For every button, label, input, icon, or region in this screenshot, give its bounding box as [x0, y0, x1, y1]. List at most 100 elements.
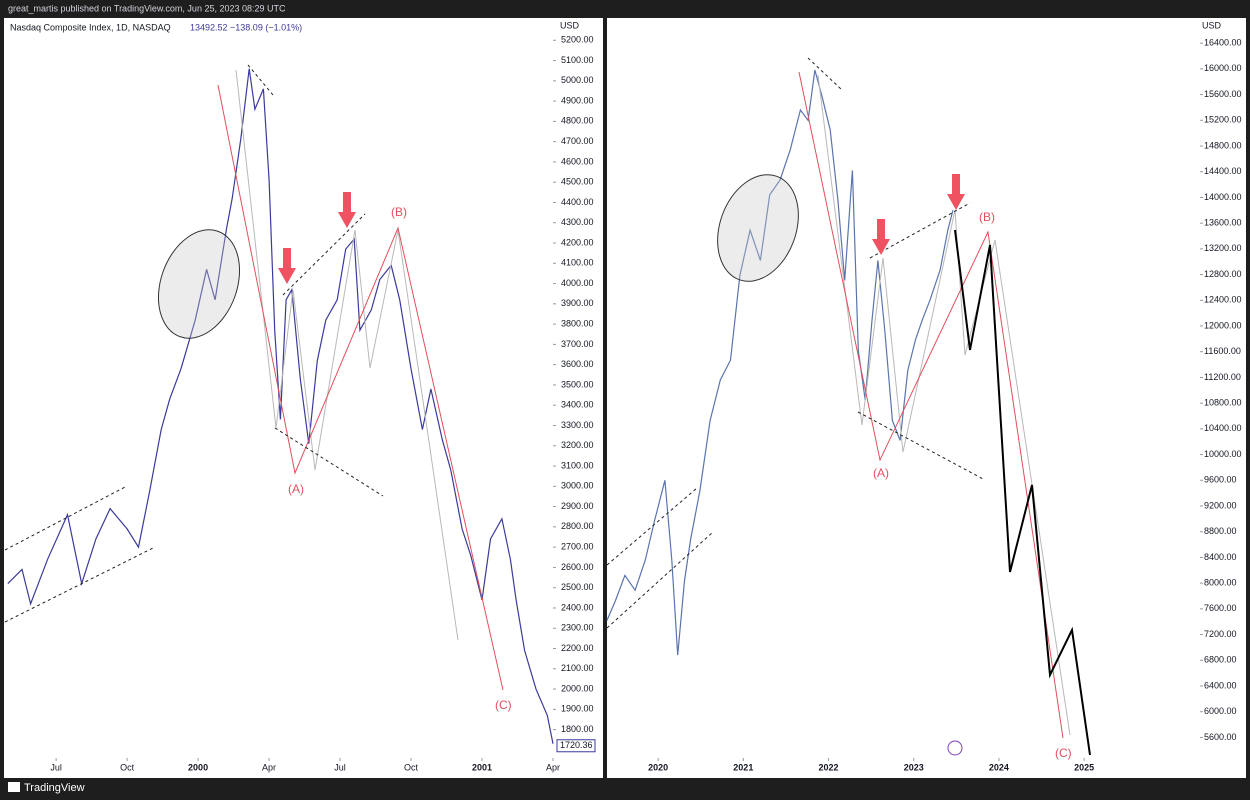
y-tick-label: 5600.00	[1204, 732, 1237, 742]
x-tick-label: 2025	[1074, 762, 1094, 772]
y-tick-label: 2100.00	[561, 663, 594, 673]
y-tick-label: 4100.00	[561, 258, 594, 268]
y-tick-label: 14000.00	[1204, 192, 1242, 202]
y-tick-label: 2400.00	[561, 602, 594, 612]
x-tick-label: 2023	[904, 762, 924, 772]
dashed-line	[807, 57, 843, 91]
y-tick-label: 4800.00	[561, 116, 594, 126]
y-tick-label: 4400.00	[561, 197, 594, 207]
price-line	[7, 68, 554, 744]
axis-unit: USD	[1202, 20, 1222, 30]
y-tick-label: 2800.00	[561, 521, 594, 531]
x-tick-label: 2000	[188, 762, 208, 772]
y-tick-label: 4700.00	[561, 136, 594, 146]
y-tick-label: 4500.00	[561, 177, 594, 187]
arrow	[278, 248, 296, 284]
y-tick-label: 3800.00	[561, 318, 594, 328]
y-tick-label: 3600.00	[561, 359, 594, 369]
y-tick-label: 11200.00	[1204, 372, 1241, 382]
last-price-box	[556, 739, 596, 753]
price-line	[606, 69, 954, 656]
wave-label: (A)	[288, 482, 304, 496]
right-drawings: (A) (B) (C)	[606, 57, 1091, 760]
wave-label: (B)	[979, 210, 995, 224]
right-panel	[607, 18, 1246, 778]
y-tick-label: 2000.00	[561, 683, 594, 693]
y-tick-label: 5200.00	[561, 35, 594, 45]
y-tick-label: 1900.00	[561, 704, 594, 714]
arrow	[872, 219, 890, 255]
y-tick-label: 1800.00	[561, 724, 594, 734]
quote: 13492.52 −138.09 (−1.01%)	[190, 22, 302, 32]
dashed-line	[857, 411, 986, 481]
x-tick-label: Jul	[334, 762, 346, 772]
x-tick-label: Apr	[546, 762, 560, 772]
y-tick-label: 6400.00	[1204, 680, 1237, 690]
x-tick-label: 2024	[989, 762, 1009, 772]
y-tick-label: 10000.00	[1204, 449, 1242, 459]
ellipse	[717, 174, 799, 282]
y-tick-label: 14400.00	[1204, 166, 1242, 176]
y-tick-label: 15200.00	[1204, 115, 1242, 125]
y-tick-label: 3300.00	[561, 420, 594, 430]
y-tick-label: 2900.00	[561, 501, 594, 511]
dashed-line	[606, 487, 698, 566]
x-tick-label: Apr	[262, 762, 276, 772]
wave-label: (B)	[391, 205, 407, 219]
wave-label: (A)	[873, 466, 889, 480]
red-path	[798, 71, 1064, 739]
y-tick-label: 6800.00	[1204, 655, 1237, 665]
x-tick-label: 2020	[648, 762, 668, 772]
y-tick-label: 2700.00	[561, 542, 594, 552]
y-tick-label: 3000.00	[561, 481, 594, 491]
arrow	[338, 192, 356, 228]
y-tick-label: 8400.00	[1204, 552, 1237, 562]
y-tick-label: 2300.00	[561, 623, 594, 633]
y-tick-label: 7600.00	[1204, 603, 1237, 613]
left-drawings: (A) (B) (C)	[4, 64, 512, 712]
dashed-line	[4, 486, 126, 551]
y-tick-label: 4000.00	[561, 278, 594, 288]
x-tick-label: 2021	[733, 762, 753, 772]
projection-path	[954, 229, 1091, 756]
y-tick-label: 3100.00	[561, 460, 594, 470]
y-tick-label: 13600.00	[1204, 218, 1242, 228]
y-tick-label: 6000.00	[1204, 706, 1237, 716]
y-tick-label: 5100.00	[561, 55, 594, 65]
x-tick-label: 2022	[819, 762, 839, 772]
y-tick-label: 15600.00	[1204, 89, 1242, 99]
y-tick-label: 4300.00	[561, 217, 594, 227]
wave-label: (C)	[495, 698, 512, 712]
y-tick-label: 3500.00	[561, 379, 594, 389]
y-tick-label: 13200.00	[1204, 243, 1242, 253]
y-tick-label: 12400.00	[1204, 295, 1242, 305]
y-tick-label: 8000.00	[1204, 578, 1237, 588]
y-tick-label: 12000.00	[1204, 320, 1242, 330]
y-tick-label: 2600.00	[561, 562, 594, 572]
gray-path	[235, 69, 459, 641]
y-tick-label: 11600.00	[1204, 346, 1241, 356]
y-tick-label: 7200.00	[1204, 629, 1237, 639]
last-price-label: 1720.36	[560, 740, 593, 750]
y-tick-label: 10800.00	[1204, 398, 1242, 408]
y-tick-label: 14800.00	[1204, 140, 1242, 150]
y-tick-label: 5000.00	[561, 75, 594, 85]
dashed-line	[869, 202, 971, 259]
x-tick-label: Oct	[404, 762, 419, 772]
red-path	[217, 84, 504, 691]
dashed-line	[282, 213, 366, 296]
x-tick-label: Jul	[50, 762, 62, 772]
left-panel	[4, 18, 603, 778]
y-tick-label: 16400.00	[1204, 38, 1242, 48]
dashed-line	[247, 64, 274, 96]
y-tick-label: 8800.00	[1204, 526, 1237, 536]
publisher: great_martis published on TradingView.co…	[8, 3, 286, 13]
right-data: 5600.00 6000.00 6400.00 6800.00 7200.00 7600.…	[606, 38, 1242, 772]
y-tick-label: 3400.00	[561, 400, 594, 410]
x-tick-label: 2001	[472, 762, 492, 772]
chart-title: Nasdaq Composite Index, 1D, NASDAQ	[10, 22, 171, 32]
y-tick-label: 9200.00	[1204, 500, 1237, 510]
event-icon[interactable]	[947, 740, 963, 756]
y-tick-label: 2200.00	[561, 643, 594, 653]
